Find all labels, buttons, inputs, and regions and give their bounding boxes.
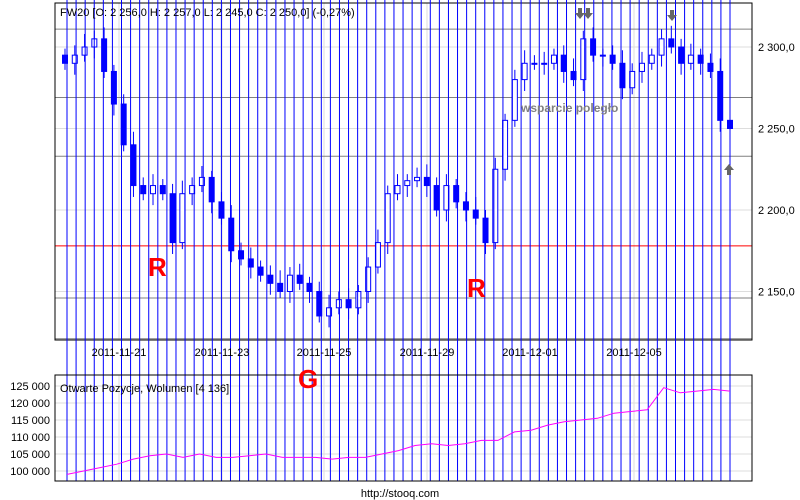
candle-body bbox=[492, 168, 499, 244]
candle-body bbox=[140, 185, 147, 195]
x-tick-label: 2011-11-25 bbox=[297, 347, 352, 359]
candle-body bbox=[306, 282, 313, 293]
candle-body bbox=[296, 274, 303, 284]
candle-body bbox=[668, 38, 675, 48]
candle-body bbox=[590, 38, 597, 56]
candle-body bbox=[365, 266, 372, 292]
candle-body bbox=[433, 185, 440, 211]
annotation-r-2: R bbox=[467, 273, 486, 303]
candle-body bbox=[238, 250, 245, 260]
candle-body bbox=[511, 79, 518, 121]
y-tick-label: 2 200,0 bbox=[758, 205, 795, 217]
open-interest-line bbox=[66, 387, 731, 475]
candle-body bbox=[560, 54, 567, 72]
candle-body bbox=[648, 54, 655, 64]
volume-title: Otwarte Pozycje, Wolumen [4 136] bbox=[60, 383, 229, 395]
candle-body bbox=[609, 54, 616, 64]
candle-body bbox=[580, 38, 587, 81]
candle-body bbox=[71, 54, 78, 64]
footer-url[interactable]: http://stooq.com bbox=[361, 488, 439, 500]
annotation-support: wsparcie poległo bbox=[520, 101, 618, 115]
y-tick-label: 2 300,0 bbox=[758, 42, 795, 54]
candle-body bbox=[678, 46, 685, 64]
x-tick-label: 2011-11-29 bbox=[400, 347, 455, 359]
y-tick-label: 2 150,0 bbox=[758, 287, 795, 299]
annotation-r-1: R bbox=[148, 252, 167, 282]
candle-body bbox=[198, 176, 205, 187]
candle-body bbox=[267, 274, 274, 284]
candle-body bbox=[159, 185, 166, 195]
candle-body bbox=[169, 193, 176, 244]
candle-body bbox=[423, 176, 430, 187]
candle-body bbox=[687, 54, 694, 64]
y-tick-label: 2 250,0 bbox=[758, 124, 795, 136]
candle-body bbox=[531, 62, 538, 65]
candle-body bbox=[638, 62, 645, 72]
volume-panel-frame bbox=[54, 374, 753, 482]
left-tick-label: 125 000 bbox=[10, 381, 50, 393]
arrow-down-icon bbox=[667, 10, 677, 21]
x-tick-label: 2011-11-23 bbox=[195, 347, 250, 359]
arrow-icons bbox=[575, 8, 734, 175]
candle-body bbox=[101, 38, 108, 72]
candle-body bbox=[257, 266, 264, 276]
candle-body bbox=[150, 185, 157, 195]
candle-body bbox=[482, 217, 489, 244]
x-tick-label: 2011-12-05 bbox=[606, 347, 661, 359]
arrow-up-icon bbox=[724, 164, 734, 175]
candle-body bbox=[130, 144, 137, 187]
price-title: FW20 [O: 2 256,0 H: 2 257,0 L: 2 245,0 C… bbox=[60, 7, 355, 19]
candle-body bbox=[658, 38, 665, 56]
candle-body bbox=[453, 185, 460, 203]
candle-body bbox=[404, 180, 411, 187]
candle-body bbox=[541, 62, 548, 65]
candle-body bbox=[277, 282, 284, 293]
candle-body bbox=[179, 193, 186, 244]
candle-body bbox=[462, 201, 469, 211]
candle-body bbox=[550, 54, 557, 64]
x-tick-label: 2011-11-21 bbox=[92, 347, 147, 359]
candle-body bbox=[355, 291, 362, 309]
x-tick-label: 2011-12-01 bbox=[502, 347, 557, 359]
left-tick-label: 105 000 bbox=[10, 449, 50, 461]
left-tick-label: 115 000 bbox=[11, 415, 50, 427]
annotation-g: G bbox=[298, 364, 318, 394]
candle-body bbox=[717, 70, 724, 121]
candle-body bbox=[326, 307, 333, 317]
left-tick-label: 120 000 bbox=[10, 398, 50, 410]
left-tick-label: 110 000 bbox=[11, 432, 50, 444]
candle-body bbox=[110, 70, 117, 105]
arrow-down-icon bbox=[575, 8, 585, 19]
candle-body bbox=[707, 62, 714, 72]
candle-body bbox=[228, 217, 235, 252]
candle-body bbox=[619, 62, 626, 89]
left-tick-label: 100 000 bbox=[10, 466, 50, 478]
candle-body bbox=[208, 176, 215, 203]
candle-body bbox=[286, 274, 293, 293]
arrow-down-icon bbox=[583, 8, 593, 19]
candle-body bbox=[521, 62, 528, 81]
candle-body bbox=[384, 193, 391, 244]
candle-body bbox=[335, 299, 342, 309]
candle-body bbox=[414, 176, 421, 182]
candle-body bbox=[81, 46, 88, 56]
candle-body bbox=[394, 185, 401, 195]
